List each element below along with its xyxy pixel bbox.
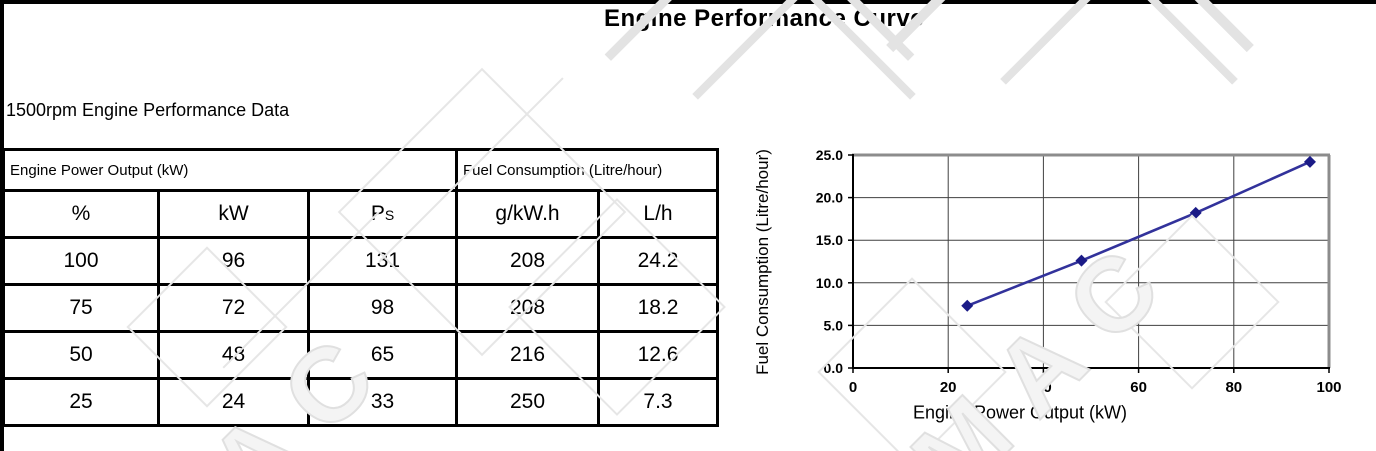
svg-text:40: 40 [1035,379,1052,396]
top-border-line [0,0,1376,4]
group-header-fuel-consumption: Fuel Consumption (Litre/hour) [454,148,720,192]
col-header-kw: kW [157,189,310,239]
svg-text:15.0: 15.0 [816,232,843,248]
col-header-ps: PS [307,189,458,239]
section-subtitle: 1500rpm Engine Performance Data [6,100,290,120]
table-cell: 33 [307,377,458,427]
svg-text:20.0: 20.0 [816,190,843,206]
table-group-header-row: Engine Power Output (kW) Fuel Consumptio… [2,148,720,192]
group-header-engine-power: Engine Power Output (kW) [2,148,458,192]
table-row: 50 48 65 216 12.6 [2,330,720,380]
table-cell: 208 [455,236,600,286]
svg-text:5.0: 5.0 [824,317,844,333]
table-cell: 12.6 [596,330,720,380]
table-cell: 100 [2,236,160,286]
engine-performance-table: Engine Power Output (kW) Fuel Consumptio… [2,148,720,427]
table-row: 75 72 98 208 18.2 [2,283,720,333]
table-cell: 98 [307,283,458,333]
table-cell: 65 [307,330,458,380]
table-cell: 48 [157,330,310,380]
svg-text:25.0: 25.0 [816,147,843,163]
y-axis-title: Fuel Consumption (Litre/hour) [753,149,772,375]
col-header-g-kwh: g/kW.h [455,189,600,239]
svg-text:60: 60 [1130,379,1147,396]
svg-text:80: 80 [1225,379,1242,396]
table-cell: 18.2 [596,283,720,333]
svg-text:100: 100 [1316,379,1341,396]
table-cell: 131 [307,236,458,286]
svg-text:0: 0 [849,379,857,396]
col-header-lh: L/h [596,189,720,239]
svg-text:20: 20 [940,379,957,396]
table-cell: 50 [2,330,160,380]
table-cell: 216 [455,330,600,380]
table-cell: 24.2 [596,236,720,286]
table-cell: 250 [455,377,600,427]
table-cell: 25 [2,377,160,427]
table-row: 25 24 33 250 7.3 [2,377,720,427]
x-axis-title: Engine Power Output (kW) [912,402,1128,423]
table-cell: 96 [157,236,310,286]
svg-text:10.0: 10.0 [816,275,843,291]
col-header-percent: % [2,189,160,239]
table-cell: 7.3 [596,377,720,427]
fuel-consumption-chart: 0 20 40 60 80 100 0.0 5.0 10.0 15.0 20.0 25.0 [816,147,1342,396]
left-border-line [0,0,4,451]
table-cell: 75 [2,283,160,333]
table-cell: 208 [455,283,600,333]
page-title: Engine Performance Curve [603,5,925,32]
svg-text:0.0: 0.0 [824,360,844,376]
table-column-header-row: % kW PS g/kW.h L/h [2,189,720,239]
table-cell: 24 [157,377,310,427]
table-row: 100 96 131 208 24.2 [2,236,720,286]
table-cell: 72 [157,283,310,333]
